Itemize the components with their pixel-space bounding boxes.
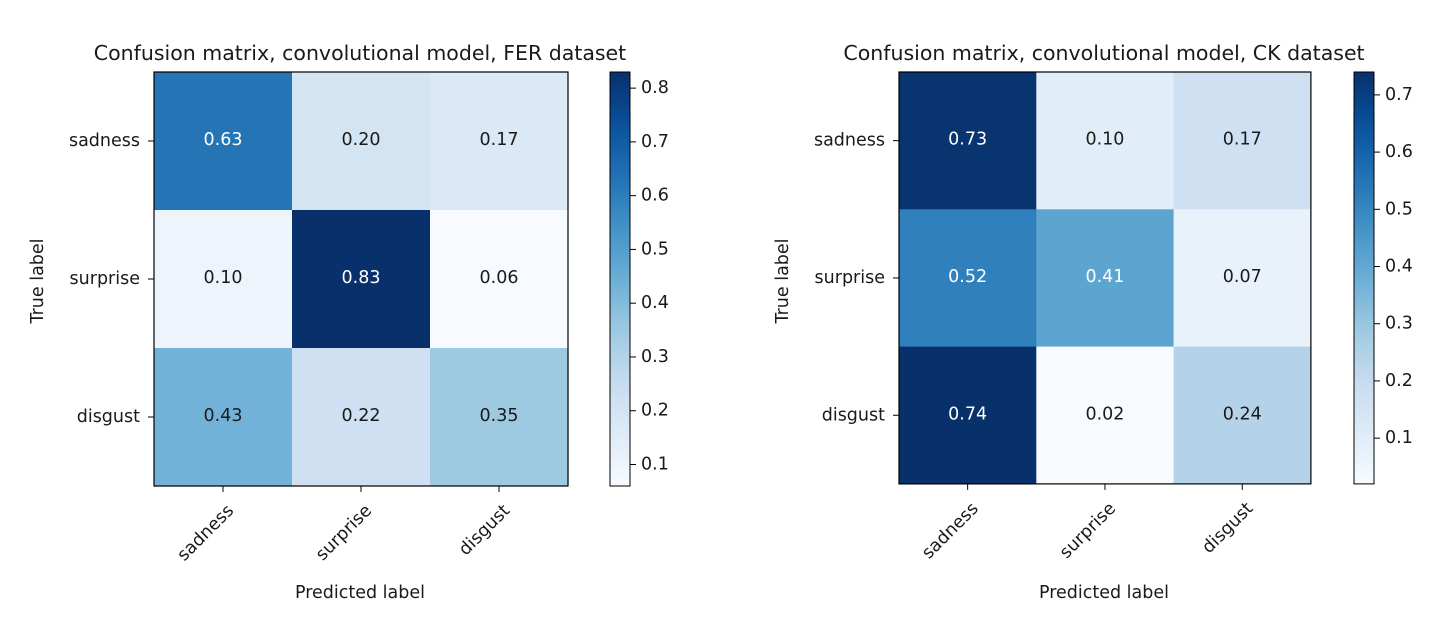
heatmap-cell — [1173, 209, 1312, 348]
heatmap-cell — [1173, 72, 1312, 210]
cell-value-label: 0.22 — [342, 406, 381, 426]
heatmap-cell — [292, 72, 431, 211]
colorbar-tick-label: 0.3 — [641, 347, 669, 367]
fer-confusion-matrix: Confusion matrix, convolutional model, F… — [28, 41, 669, 603]
chart-title: Confusion matrix, convolutional model, C… — [843, 41, 1364, 65]
colorbar-tick-label: 0.4 — [1385, 257, 1413, 277]
cell-value-label: 0.74 — [948, 404, 987, 424]
cell-value-label: 0.17 — [1223, 130, 1262, 150]
x-axis-label: Predicted label — [1039, 583, 1169, 603]
colorbar-tick-label: 0.1 — [1385, 428, 1413, 448]
heatmap-cell — [430, 348, 569, 487]
cell-value-label: 0.52 — [948, 267, 987, 287]
cell-value-label: 0.10 — [1085, 130, 1124, 150]
chart-title: Confusion matrix, convolutional model, F… — [94, 41, 626, 65]
colorbar-tick-label: 0.2 — [641, 401, 669, 421]
colorbar-tick-label: 0.3 — [1385, 314, 1413, 334]
y-axis-label: True label — [773, 238, 793, 324]
cell-value-label: 0.35 — [480, 406, 519, 426]
colorbar — [609, 71, 631, 487]
heatmap-cell — [292, 210, 431, 349]
heatmap-cell — [430, 72, 569, 211]
colorbar-tick-label: 0.4 — [641, 293, 669, 313]
colorbar-tick-label: 0.6 — [1385, 142, 1413, 162]
heatmap-cell — [154, 72, 293, 211]
heatmap-cell — [1173, 346, 1312, 485]
heatmap-cell — [899, 72, 1037, 210]
heatmap-cell — [154, 348, 293, 487]
heatmap-cell — [430, 210, 569, 349]
x-tick-label: surprise — [1056, 499, 1120, 563]
colorbar-tick-label: 0.1 — [641, 454, 669, 474]
cell-value-label: 0.07 — [1223, 267, 1262, 287]
x-tick-label: disgust — [1198, 499, 1257, 558]
heatmap-cell — [899, 209, 1037, 348]
y-axis-label: True label — [28, 238, 48, 324]
colorbar-tick-label: 0.2 — [1385, 371, 1413, 391]
cell-value-label: 0.24 — [1223, 404, 1262, 424]
cell-value-label: 0.20 — [342, 130, 381, 150]
colorbar-tick-label: 0.7 — [1385, 85, 1413, 105]
colorbar-tick-label: 0.5 — [641, 239, 669, 259]
y-tick-label: disgust — [77, 407, 140, 427]
cell-value-label: 0.43 — [204, 406, 243, 426]
y-tick-label: surprise — [70, 269, 140, 289]
cell-value-label: 0.83 — [342, 268, 381, 288]
cell-value-label: 0.17 — [480, 130, 519, 150]
heatmap-cell — [154, 210, 293, 349]
cell-value-label: 0.06 — [480, 268, 519, 288]
heatmap-cell — [1036, 209, 1175, 348]
y-tick-label: sadness — [814, 131, 885, 151]
heatmap-cell — [292, 348, 431, 487]
y-tick-label: sadness — [69, 131, 140, 151]
colorbar-tick-label: 0.8 — [641, 78, 669, 98]
colorbar — [1353, 71, 1375, 485]
cell-value-label: 0.73 — [948, 130, 987, 150]
colorbar-tick-label: 0.7 — [641, 132, 669, 152]
x-tick-label: disgust — [455, 501, 514, 560]
cell-value-label: 0.41 — [1085, 267, 1124, 287]
colorbar-tick-label: 0.5 — [1385, 199, 1413, 219]
cell-value-label: 0.63 — [204, 130, 243, 150]
x-axis-label: Predicted label — [295, 583, 425, 603]
heatmap-cell — [899, 346, 1037, 485]
cell-value-label: 0.02 — [1085, 404, 1124, 424]
heatmap-cell — [1036, 346, 1175, 485]
y-tick-label: disgust — [822, 405, 885, 425]
cell-value-label: 0.10 — [204, 268, 243, 288]
colorbar-tick-label: 0.6 — [641, 186, 669, 206]
ck-confusion-matrix: Confusion matrix, convolutional model, C… — [773, 41, 1413, 603]
x-tick-label: sadness — [174, 501, 238, 565]
heatmap-cell — [1036, 72, 1175, 210]
y-tick-label: surprise — [815, 268, 885, 288]
x-tick-label: surprise — [312, 501, 376, 565]
x-tick-label: sadness — [918, 499, 982, 563]
